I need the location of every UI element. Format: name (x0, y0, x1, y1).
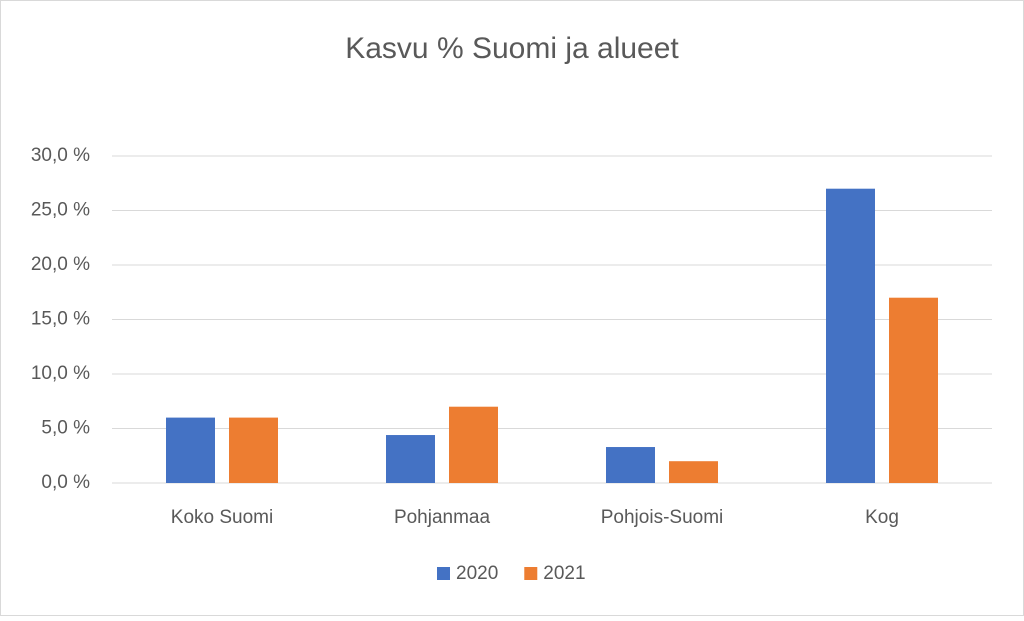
x-tick-label: Koko Suomi (171, 507, 273, 528)
chart-title: Kasvu % Suomi ja alueet (345, 32, 679, 65)
y-tick-label: 30,0 % (31, 145, 90, 166)
bar (889, 297, 938, 483)
x-tick-label: Kog (865, 507, 899, 528)
x-tick-label: Pohjois-Suomi (601, 507, 724, 528)
bar (606, 447, 655, 483)
y-tick-label: 0,0 % (41, 472, 90, 493)
bar (449, 406, 498, 483)
y-tick-label: 20,0 % (31, 254, 90, 275)
y-tick-label: 25,0 % (31, 200, 90, 221)
x-tick-label: Pohjanmaa (394, 507, 491, 528)
bar (826, 188, 875, 483)
bar (386, 435, 435, 483)
bar (166, 417, 215, 483)
bar (229, 417, 278, 483)
y-tick-label: 5,0 % (41, 418, 90, 439)
y-tick-label: 10,0 % (31, 363, 90, 384)
y-tick-label: 15,0 % (31, 309, 90, 330)
bar (669, 461, 718, 483)
legend-label: 2021 (543, 563, 585, 584)
legend-swatch (524, 567, 538, 580)
legend-swatch (437, 567, 450, 580)
legend-label: 2020 (456, 563, 498, 584)
